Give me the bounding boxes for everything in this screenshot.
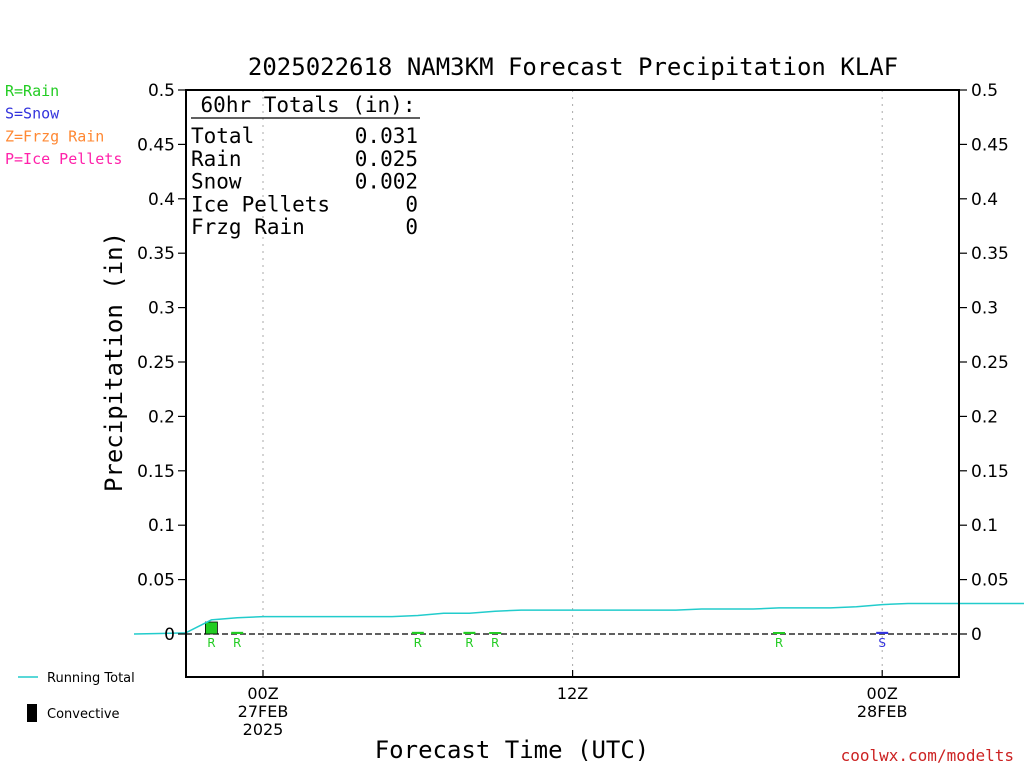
ytick-right-label-4: 0.2	[971, 407, 998, 427]
ytick-right-label-9: 0.45	[971, 135, 1009, 155]
ytick-left-label-2: 0.1	[148, 516, 175, 536]
xtick-label-0-1: 27FEB	[238, 702, 289, 721]
ytick-left-label-3: 0.15	[137, 462, 175, 482]
totals-value-1: 0.025	[355, 147, 418, 171]
y-axis-label: Precipitation (in)	[100, 232, 128, 492]
precip-type-labels: RRRRRRSRR	[207, 636, 886, 650]
ytick-right-label-6: 0.3	[971, 299, 998, 319]
precip-bar-6	[876, 631, 889, 634]
totals-label-3: Ice Pellets	[191, 192, 330, 216]
totals-value-0: 0.031	[355, 124, 418, 148]
running-total-line	[133, 602, 1024, 635]
ytick-right-label-7: 0.35	[971, 244, 1009, 264]
ytick-right-label-1: 0.05	[971, 571, 1009, 591]
totals-label-0: Total	[191, 124, 254, 148]
precip-type-label-4: R	[491, 636, 499, 650]
xtick-label-1-0: 12Z	[557, 684, 588, 703]
bottom-legend: Running Total Convective	[18, 671, 135, 722]
x-axis-label: Forecast Time (UTC)	[375, 736, 650, 764]
bars-layer	[204, 621, 889, 635]
totals-value-4: 0	[405, 215, 418, 239]
totals-value-2: 0.002	[355, 170, 418, 194]
type-legend-item-1: S=Snow	[5, 105, 60, 123]
ytick-left-label-1: 0.05	[137, 571, 175, 591]
totals-label-4: Frzg Rain	[191, 215, 305, 239]
y-axis-left: 0 0.05 0.1 0.15 0.2 0.25 0.3 0.35 0.4 0.45 0.5	[137, 81, 186, 645]
ytick-left-label-4: 0.2	[148, 407, 175, 427]
ytick-right-label-5: 0.25	[971, 353, 1009, 373]
precip-type-label-2: R	[414, 636, 422, 650]
precip-type-label-6: S	[878, 636, 886, 650]
legend-convective-symbol	[27, 704, 37, 722]
ytick-left-label-6: 0.3	[148, 299, 175, 319]
precip-bar-1	[231, 631, 244, 634]
ytick-right-label-0: 0	[971, 625, 982, 645]
precip-type-label-5: R	[775, 636, 783, 650]
ytick-left-label-7: 0.35	[137, 244, 175, 264]
precip-type-label-0: R	[207, 636, 215, 650]
totals-label-1: Rain	[191, 147, 242, 171]
type-legend-item-2: Z=Frzg Rain	[5, 127, 104, 145]
ytick-left-label-10: 0.5	[148, 81, 175, 101]
totals-label-2: Snow	[191, 170, 242, 194]
type-legend-item-0: R=Rain	[5, 82, 59, 100]
line-layer	[133, 602, 1024, 635]
xtick-label-2-1: 28FEB	[857, 702, 908, 721]
ytick-right-label-2: 0.1	[971, 516, 998, 536]
chart-title: 2025022618 NAM3KM Forecast Precipitation…	[248, 53, 898, 81]
totals-header: 60hr Totals (in):	[201, 93, 416, 117]
ytick-right-label-3: 0.15	[971, 462, 1009, 482]
totals-value-3: 0	[405, 192, 418, 216]
ytick-left-label-9: 0.45	[137, 135, 175, 155]
precip-bar-2	[411, 631, 424, 634]
ytick-left-label-5: 0.25	[137, 353, 175, 373]
grid-layer	[186, 90, 959, 677]
xtick-label-2-0: 00Z	[867, 684, 898, 703]
ytick-left-label-0: 0	[164, 625, 175, 645]
precip-type-label-3: R	[465, 636, 473, 650]
y-axis-right: 0 0.05 0.1 0.15 0.2 0.25 0.3 0.35 0.4 0.45 0.5	[959, 81, 1009, 645]
xtick-label-0-2: 2025	[243, 720, 284, 739]
precip-type-label-1: R	[233, 636, 241, 650]
credit-text: coolwx.com/modelts	[841, 746, 1014, 765]
legend-label-0: Running Total	[47, 671, 135, 686]
precip-bar-4	[489, 632, 502, 634]
precip-bar-5	[773, 632, 785, 634]
precip-bar-3	[463, 631, 476, 634]
xtick-label-0-0: 00Z	[247, 684, 278, 703]
ytick-right-label-10: 0.5	[971, 81, 998, 101]
precip-bar-0	[205, 622, 218, 634]
precip-type-legend: R=Rain S=Snow Z=Frzg Rain P=Ice Pellets	[5, 82, 122, 168]
totals-box: 60hr Totals (in): Total 0.031 Rain 0.025 Snow…	[191, 93, 420, 239]
legend-label-1: Convective	[47, 707, 120, 722]
x-axis: 00Z27FEB202512Z00Z28FEB12Z00Z1MAR	[238, 670, 908, 739]
type-legend-item-3: P=Ice Pellets	[5, 150, 122, 168]
ytick-left-label-8: 0.4	[148, 190, 175, 210]
ytick-right-label-8: 0.4	[971, 190, 998, 210]
convective-bar-0	[204, 621, 218, 635]
